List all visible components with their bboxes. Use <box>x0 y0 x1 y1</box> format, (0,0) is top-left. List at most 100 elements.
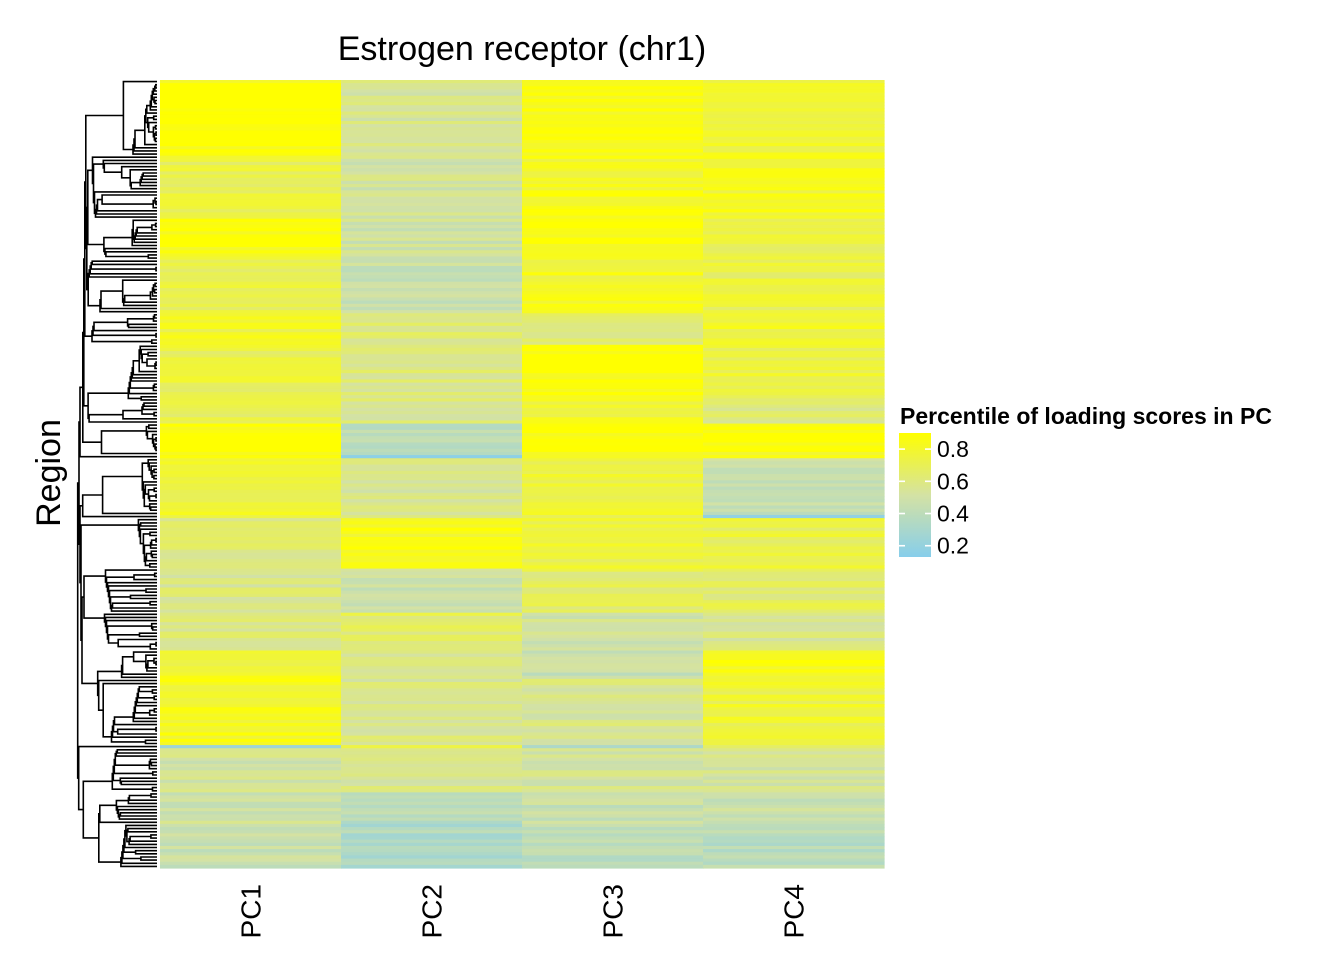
heatmap-cell <box>160 451 342 456</box>
heatmap-cell <box>160 127 342 132</box>
chart-title: Estrogen receptor (chr1) <box>338 30 707 68</box>
heatmap-cell <box>522 527 704 532</box>
heatmap-cell <box>522 341 704 346</box>
heatmap-cell <box>522 845 704 850</box>
heatmap-cell <box>341 650 523 655</box>
heatmap-cell <box>522 713 704 718</box>
heatmap-cell <box>160 833 342 838</box>
heatmap-cell <box>160 685 342 689</box>
heatmap-cell <box>522 801 704 806</box>
heatmap-cell <box>341 823 523 828</box>
heatmap-cell <box>160 641 342 645</box>
dendrogram-branch <box>87 272 100 307</box>
heatmap-cell <box>160 360 342 365</box>
heatmap-cell <box>160 700 342 705</box>
heatmap-cell <box>341 376 523 381</box>
heatmap-cell <box>703 199 885 204</box>
heatmap-cell <box>703 480 885 485</box>
dendrogram-branch <box>151 553 157 559</box>
dendrogram-branch <box>155 437 157 442</box>
heatmap-cell <box>160 281 342 286</box>
dendrogram-branch <box>149 600 157 606</box>
heatmap-cell <box>703 300 885 305</box>
heatmap-cell <box>341 540 523 544</box>
dendrogram-branch <box>101 194 157 205</box>
heatmap-cell <box>522 243 704 248</box>
heatmap-cell <box>703 552 885 557</box>
heatmap-cell <box>522 565 704 570</box>
dendrogram-branch <box>91 260 157 266</box>
dendrogram-branch <box>153 572 157 578</box>
heatmap-cell <box>341 858 523 863</box>
heatmap-cell <box>341 729 523 734</box>
heatmap-cell <box>703 152 885 157</box>
heatmap-cell <box>703 448 885 453</box>
heatmap-cell <box>341 618 523 623</box>
heatmap-cell <box>522 461 704 466</box>
dendrogram-branch <box>155 131 157 136</box>
heatmap-cell <box>522 120 704 125</box>
heatmap-cell <box>703 612 885 617</box>
heatmap-cell <box>522 436 704 440</box>
heatmap-cell <box>160 814 342 819</box>
heatmap-cell <box>160 688 342 693</box>
dendrogram-branch <box>155 660 157 666</box>
heatmap-cell <box>341 417 523 422</box>
heatmap-cell <box>522 606 704 611</box>
heatmap-cell <box>341 760 523 765</box>
heatmap-cell <box>703 161 885 166</box>
heatmap-cell <box>703 533 885 538</box>
heatmap-cell <box>522 514 704 519</box>
heatmap-cell <box>341 433 523 437</box>
heatmap-cell <box>341 738 523 743</box>
heatmap-cell <box>703 369 885 374</box>
heatmap-cell <box>341 439 523 444</box>
heatmap-cell <box>341 325 523 330</box>
heatmap-cell <box>341 631 523 636</box>
heatmap-cell <box>703 675 885 680</box>
heatmap-cell <box>341 801 523 806</box>
heatmap-cell <box>703 713 885 718</box>
heatmap-cell <box>703 168 885 173</box>
dendrogram-branch <box>150 834 157 839</box>
heatmap-cell <box>522 858 704 863</box>
heatmap-cell <box>703 729 885 734</box>
heatmap-cell <box>341 499 523 503</box>
heatmap-cell <box>341 149 523 154</box>
heatmap-cell <box>522 83 704 87</box>
heatmap-cell <box>703 811 885 816</box>
heatmap-cell <box>703 650 885 655</box>
heatmap-cell <box>522 281 704 286</box>
heatmap-cell <box>522 637 704 642</box>
heatmap-cell <box>522 105 704 109</box>
heatmap-cell <box>341 745 523 749</box>
heatmap-cell <box>160 414 342 418</box>
heatmap-cell <box>522 224 704 229</box>
heatmap-cell <box>522 622 704 626</box>
dendrogram-branch <box>134 849 157 855</box>
dendrogram-branch <box>91 330 152 343</box>
heatmap-cell <box>341 395 523 399</box>
heatmap-cell <box>341 537 523 541</box>
heatmap-cell <box>703 265 885 270</box>
heatmap-cell <box>703 669 885 674</box>
heatmap-cell <box>160 511 342 516</box>
heatmap-cell <box>341 685 523 689</box>
heatmap-cell <box>703 817 885 822</box>
heatmap-cell <box>160 373 342 377</box>
heatmap-cell <box>522 697 704 702</box>
heatmap-cell <box>522 763 704 768</box>
heatmap-cell <box>160 388 342 393</box>
dendrogram-branch <box>153 383 157 389</box>
heatmap-cell <box>160 310 342 314</box>
heatmap-cell <box>703 196 885 201</box>
heatmap-cell <box>341 628 523 633</box>
heatmap-cell <box>703 842 885 847</box>
heatmap-cell <box>341 723 523 727</box>
heatmap-cell <box>160 723 342 727</box>
heatmap-cell <box>522 486 704 491</box>
heatmap-cell <box>703 801 885 806</box>
heatmap-cell <box>522 474 704 478</box>
heatmap-cell <box>703 105 885 109</box>
heatmap-cell <box>341 735 523 740</box>
